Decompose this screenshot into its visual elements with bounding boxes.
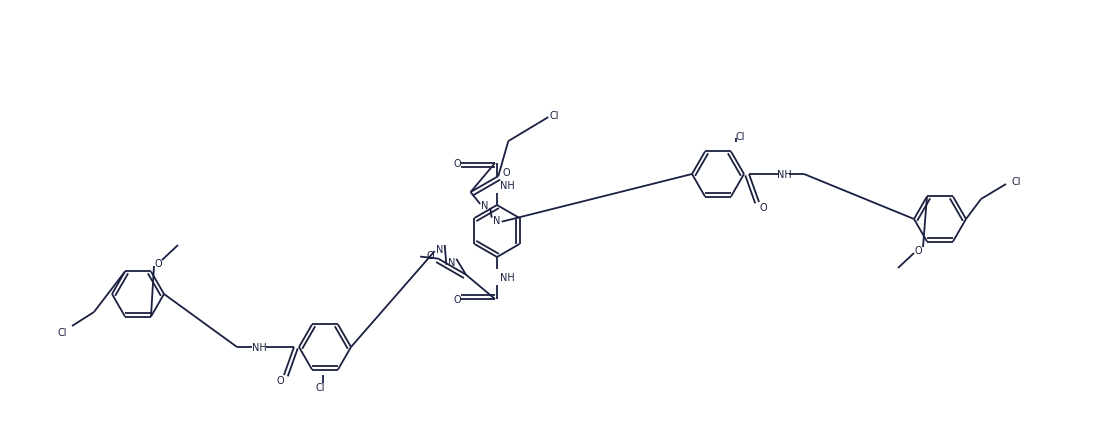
Text: Cl: Cl bbox=[735, 132, 745, 141]
Text: O: O bbox=[453, 159, 461, 169]
Text: O: O bbox=[502, 168, 510, 178]
Text: N: N bbox=[448, 257, 455, 267]
Text: O: O bbox=[276, 375, 284, 385]
Text: O: O bbox=[427, 250, 434, 260]
Text: N: N bbox=[482, 200, 489, 210]
Text: O: O bbox=[914, 246, 921, 255]
Text: NH: NH bbox=[500, 272, 514, 283]
Text: Cl: Cl bbox=[1011, 177, 1020, 187]
Text: Cl: Cl bbox=[550, 111, 559, 121]
Text: NH: NH bbox=[500, 181, 514, 190]
Text: NH: NH bbox=[777, 169, 791, 180]
Text: O: O bbox=[759, 203, 767, 212]
Text: Cl: Cl bbox=[315, 382, 325, 392]
Text: O: O bbox=[453, 294, 461, 304]
Text: O: O bbox=[155, 258, 162, 268]
Text: Cl: Cl bbox=[57, 327, 67, 337]
Text: NH: NH bbox=[251, 342, 267, 352]
Text: N: N bbox=[493, 215, 500, 225]
Text: N: N bbox=[437, 244, 443, 255]
